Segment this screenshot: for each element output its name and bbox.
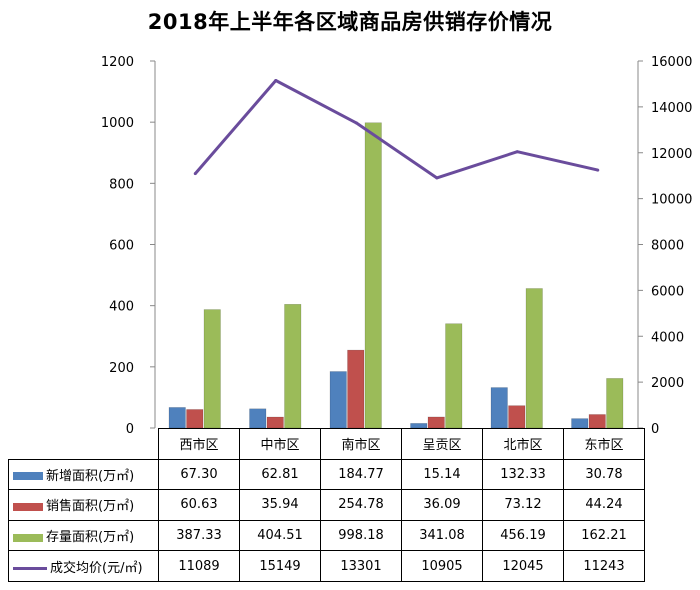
bar-1 [490, 387, 508, 429]
category-label: 东市区 [563, 428, 645, 460]
legend-line-key [13, 566, 47, 570]
y-tick-label-right: 0 [651, 422, 659, 437]
legend-entry: 成交均价(元/㎡) [8, 550, 159, 582]
data-label: 184.77 [320, 458, 402, 491]
data-label: 44.24 [563, 489, 645, 521]
table-row: 存量面积(万㎡) 387.33 404.51 998.18 341.08 456.19 16… [8, 519, 645, 552]
data-label: 60.63 [158, 489, 240, 521]
data-label: 132.33 [482, 458, 564, 491]
data-label: 13301 [320, 550, 402, 582]
bar-1 [571, 418, 589, 429]
y-tick-label-right: 8000 [651, 239, 684, 254]
y-tick-label-left: 1000 [101, 116, 134, 131]
price-point [274, 79, 278, 83]
data-label: 404.51 [239, 519, 321, 552]
table-row: 销售面积(万㎡) 60.63 35.94 254.78 36.09 73.12 44.24 [8, 489, 645, 521]
series-name: 新增面积(万㎡) [46, 468, 135, 484]
price-point [596, 168, 600, 172]
data-label: 254.78 [320, 489, 402, 521]
data-label: 62.81 [239, 458, 321, 491]
bar-3 [284, 304, 302, 429]
bar-2 [266, 416, 284, 429]
legend-entry: 存量面积(万㎡) [8, 519, 159, 552]
data-label: 67.30 [158, 458, 240, 491]
y-tick-label-right: 14000 [651, 101, 692, 116]
data-label: 15.14 [401, 458, 483, 491]
category-label: 呈贡区 [401, 428, 483, 460]
category-label: 南市区 [320, 428, 402, 460]
bar-1 [329, 371, 347, 429]
price-point [193, 172, 197, 176]
data-label: 11243 [563, 550, 645, 582]
category-label: 西市区 [158, 428, 240, 460]
y-tick-label-left: 200 [109, 361, 134, 376]
bar-3 [606, 378, 624, 429]
bar-1 [168, 407, 186, 429]
y-tick-label-right: 2000 [651, 376, 684, 391]
y-tick-label-right: 6000 [651, 284, 684, 299]
table-row: 成交均价(元/㎡) 11089 15149 13301 10905 12045 11243 [8, 550, 645, 582]
data-label: 15149 [239, 550, 321, 582]
series-name: 销售面积(万㎡) [46, 499, 135, 515]
category-label: 北市区 [482, 428, 564, 460]
y-tick-label-left: 600 [109, 239, 134, 254]
data-label: 35.94 [239, 489, 321, 521]
data-label: 341.08 [401, 519, 483, 552]
chart-title: 2018年上半年各区域商品房供销存价情况 [147, 10, 553, 34]
series-name: 存量面积(万㎡) [46, 530, 135, 546]
bar-2 [347, 349, 365, 429]
y-tick-label-left: 1200 [101, 55, 134, 70]
data-label: 998.18 [320, 519, 402, 552]
data-label: 11089 [158, 550, 240, 582]
legend-color-key [13, 472, 43, 481]
data-label: 387.33 [158, 519, 240, 552]
bar-3 [445, 323, 463, 429]
legend-entry: 新增面积(万㎡) [8, 458, 159, 491]
y-tick-label-right: 4000 [651, 330, 684, 345]
bar-2 [588, 414, 606, 429]
data-label: 456.19 [482, 519, 564, 552]
bar-3 [364, 122, 382, 429]
data-table: 西市区 中市区 南市区 呈贡区 北市区 东市区新增面积(万㎡) 67.30 62.81 184.… [8, 428, 645, 582]
bar-2 [427, 416, 445, 429]
table-corner [8, 428, 159, 460]
y-tick-label-left: 800 [109, 177, 134, 192]
price-point [435, 176, 439, 180]
y-tick-label-right: 12000 [651, 147, 692, 162]
data-label: 10905 [401, 550, 483, 582]
table-row: 新增面积(万㎡) 67.30 62.81 184.77 15.14 132.33 30.78 [8, 458, 645, 491]
series-name: 成交均价(元/㎡) [50, 560, 143, 576]
data-label: 36.09 [401, 489, 483, 521]
y-tick-label-right: 16000 [651, 55, 692, 70]
legend-color-key [13, 502, 43, 511]
bar-3 [203, 309, 221, 429]
price-line [194, 79, 599, 180]
y-tick-label-left: 400 [109, 300, 134, 315]
category-label: 中市区 [239, 428, 321, 460]
price-point [354, 121, 358, 125]
bar-1 [249, 408, 267, 429]
y-tick-label-right: 10000 [651, 193, 692, 208]
data-label: 73.12 [482, 489, 564, 521]
data-label: 162.21 [563, 519, 645, 552]
data-label: 12045 [482, 550, 564, 582]
data-label: 30.78 [563, 458, 645, 491]
legend-entry: 销售面积(万㎡) [8, 489, 159, 521]
bar-2 [508, 405, 526, 429]
bar-3 [525, 288, 543, 429]
bar-2 [186, 409, 204, 429]
price-point [515, 150, 519, 154]
legend-color-key [13, 533, 43, 542]
bar-1 [410, 423, 428, 429]
